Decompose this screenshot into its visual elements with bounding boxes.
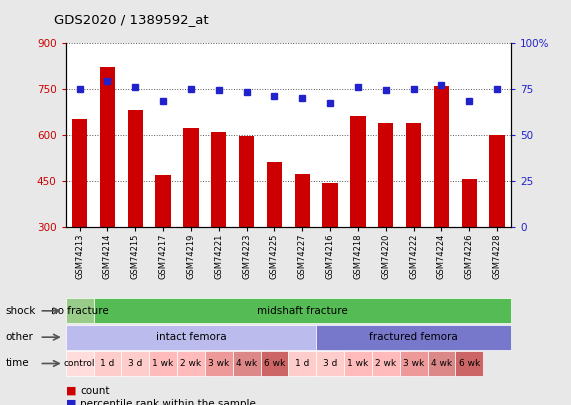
Bar (350, 116, 365, 227)
Bar (316, 324, 511, 350)
Bar (323, 183, 338, 227)
Text: 1 wk: 1 wk (152, 359, 174, 368)
Bar (295, 174, 310, 227)
Bar (378, 123, 393, 227)
Bar (372, 351, 400, 376)
Bar (183, 128, 199, 227)
Bar (344, 351, 372, 376)
Bar (316, 351, 344, 376)
Text: count: count (80, 386, 110, 396)
Text: 2 wk: 2 wk (375, 359, 396, 368)
Text: 4 wk: 4 wk (431, 359, 452, 368)
Text: other: other (5, 332, 33, 342)
Bar (489, 134, 505, 227)
Bar (434, 85, 449, 227)
Text: no fracture: no fracture (51, 306, 108, 316)
Bar (267, 162, 282, 227)
Bar (211, 132, 227, 227)
Text: fractured femora: fractured femora (369, 332, 458, 342)
Bar (205, 351, 233, 376)
Text: 1 wk: 1 wk (347, 359, 368, 368)
Bar (127, 110, 143, 227)
Bar (94, 351, 122, 376)
Bar (288, 351, 316, 376)
Bar (260, 351, 288, 376)
Text: percentile rank within the sample: percentile rank within the sample (80, 399, 256, 405)
Bar (406, 123, 421, 227)
Text: 6 wk: 6 wk (264, 359, 285, 368)
Text: 3 d: 3 d (128, 359, 142, 368)
Bar (66, 298, 94, 324)
Text: ■: ■ (66, 386, 76, 396)
Bar (66, 324, 316, 350)
Text: 1 d: 1 d (295, 359, 309, 368)
Bar (400, 351, 428, 376)
Bar (461, 179, 477, 227)
Text: 3 d: 3 d (323, 359, 337, 368)
Bar (155, 175, 171, 227)
Text: 6 wk: 6 wk (459, 359, 480, 368)
Bar (233, 351, 260, 376)
Bar (122, 351, 149, 376)
Bar (149, 351, 177, 376)
Text: control: control (64, 359, 95, 368)
Bar (72, 119, 87, 227)
Text: 1 d: 1 d (100, 359, 115, 368)
Text: midshaft fracture: midshaft fracture (257, 306, 348, 316)
Text: ■: ■ (66, 399, 76, 405)
Text: 2 wk: 2 wk (180, 359, 202, 368)
Text: GDS2020 / 1389592_at: GDS2020 / 1389592_at (54, 13, 209, 26)
Bar (100, 67, 115, 227)
Bar (239, 136, 254, 227)
Text: 3 wk: 3 wk (208, 359, 230, 368)
Bar (428, 351, 456, 376)
Bar (66, 351, 94, 376)
Text: time: time (5, 358, 29, 369)
Text: shock: shock (5, 306, 35, 316)
Text: intact femora: intact femora (156, 332, 226, 342)
Text: 3 wk: 3 wk (403, 359, 424, 368)
Text: 4 wk: 4 wk (236, 359, 257, 368)
Bar (177, 351, 205, 376)
Bar (456, 351, 483, 376)
